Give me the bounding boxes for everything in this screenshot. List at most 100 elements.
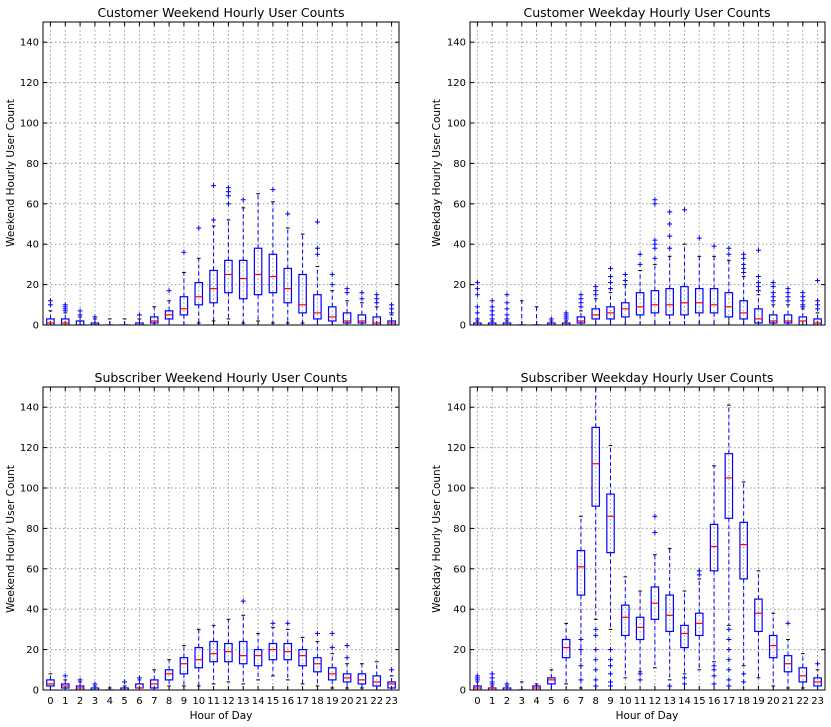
outlier-point bbox=[474, 280, 480, 286]
y-tick-label: 120 bbox=[20, 78, 39, 89]
x-tick-label: 7 bbox=[578, 696, 584, 707]
outlier-point bbox=[755, 274, 761, 280]
outlier-point bbox=[785, 620, 791, 626]
outlier-point bbox=[329, 645, 335, 651]
outlier-point bbox=[578, 292, 584, 298]
outlier-point bbox=[815, 661, 821, 667]
y-axis-label: Weekend Hourly User Count bbox=[5, 465, 17, 613]
y-tick-label: 140 bbox=[447, 38, 466, 49]
outlier-point bbox=[726, 667, 732, 673]
x-tick-label: 10 bbox=[192, 696, 205, 707]
iqr-box bbox=[224, 642, 233, 663]
iqr-box bbox=[473, 322, 482, 325]
box-13 bbox=[238, 598, 248, 685]
iqr-box bbox=[561, 322, 571, 325]
iqr-box bbox=[576, 316, 586, 324]
iqr-box bbox=[313, 657, 322, 673]
plot-frame bbox=[42, 21, 400, 326]
outlier-point bbox=[504, 306, 510, 312]
outlier-point bbox=[92, 681, 98, 687]
iqr-box bbox=[561, 638, 571, 659]
x-tick-label: 4 bbox=[533, 696, 539, 707]
x-tick-label: 17 bbox=[722, 696, 735, 707]
outlier-point bbox=[741, 671, 747, 677]
outlier-point bbox=[474, 292, 480, 298]
x-tick-label: 23 bbox=[385, 696, 398, 707]
outlier-point bbox=[374, 292, 380, 298]
box-12 bbox=[224, 185, 233, 320]
box-3 bbox=[517, 681, 527, 690]
subplot-subscriber-weekday: Subscriber Weekday Hourly User Counts We… bbox=[431, 370, 826, 722]
outlier-point bbox=[474, 673, 480, 679]
y-tick-label: 120 bbox=[447, 443, 466, 454]
iqr-box bbox=[591, 308, 601, 320]
outlier-point bbox=[314, 245, 320, 251]
box-0 bbox=[473, 673, 482, 690]
outlier-point bbox=[785, 286, 791, 292]
iqr-box bbox=[576, 550, 586, 596]
outlier-point bbox=[608, 274, 614, 280]
box-series bbox=[46, 183, 396, 325]
y-tick-label: 80 bbox=[26, 159, 39, 170]
iqr-box bbox=[724, 453, 734, 519]
box-4 bbox=[532, 683, 541, 690]
outlier-point bbox=[667, 209, 673, 215]
box-21 bbox=[783, 620, 793, 689]
box-7 bbox=[576, 515, 586, 689]
x-tick-label: 17 bbox=[296, 696, 309, 707]
iqr-box bbox=[709, 523, 719, 572]
iqr-box bbox=[209, 269, 218, 304]
x-tick-label: 13 bbox=[663, 696, 676, 707]
x-tick-label: 1 bbox=[62, 696, 68, 707]
box-20 bbox=[768, 280, 778, 325]
outlier-point bbox=[726, 647, 732, 653]
y-tick-label: 40 bbox=[26, 605, 39, 616]
iqr-box bbox=[768, 314, 778, 324]
box-22 bbox=[798, 653, 808, 689]
x-tick-label: 2 bbox=[77, 696, 83, 707]
box-10 bbox=[621, 272, 630, 325]
outlier-point bbox=[504, 681, 510, 687]
outlier-point bbox=[608, 265, 614, 271]
outlier-point bbox=[696, 235, 702, 241]
outlier-point bbox=[741, 261, 747, 267]
iqr-box bbox=[547, 677, 556, 685]
iqr-box bbox=[224, 259, 233, 294]
outlier-point bbox=[667, 683, 673, 689]
iqr-box bbox=[635, 292, 645, 316]
x-tick-label: 14 bbox=[252, 696, 265, 707]
iqr-box bbox=[621, 604, 630, 637]
outlier-point bbox=[344, 643, 350, 649]
iqr-box bbox=[621, 302, 630, 318]
outlier-point bbox=[593, 632, 599, 638]
x-tick-label: 16 bbox=[708, 696, 721, 707]
outlier-point bbox=[681, 207, 687, 213]
x-tick-label: 20 bbox=[341, 696, 354, 707]
outlier-point bbox=[225, 201, 231, 207]
iqr-box bbox=[209, 640, 218, 663]
outlier-point bbox=[62, 673, 68, 679]
iqr-box bbox=[342, 312, 352, 324]
iqr-box bbox=[253, 648, 263, 667]
iqr-box bbox=[327, 306, 337, 322]
x-tick-label: 18 bbox=[737, 696, 750, 707]
box-9 bbox=[606, 445, 615, 689]
box-19 bbox=[327, 272, 337, 325]
box-9 bbox=[179, 645, 189, 687]
box-12 bbox=[650, 197, 660, 325]
x-tick-label: 23 bbox=[811, 696, 824, 707]
iqr-box bbox=[149, 316, 159, 324]
iqr-box bbox=[813, 318, 822, 325]
box-15 bbox=[694, 568, 704, 671]
box-0 bbox=[473, 280, 482, 325]
iqr-box bbox=[268, 253, 278, 294]
box-12 bbox=[224, 618, 233, 683]
subplot-title: Subscriber Weekend Hourly User Counts bbox=[95, 370, 348, 385]
box-11 bbox=[209, 183, 218, 322]
outlier-point bbox=[77, 308, 83, 314]
outlier-point bbox=[240, 197, 246, 203]
outlier-point bbox=[314, 219, 320, 225]
iqr-box bbox=[46, 679, 55, 687]
y-tick-label: 100 bbox=[447, 119, 466, 130]
outlier-point bbox=[711, 681, 717, 687]
